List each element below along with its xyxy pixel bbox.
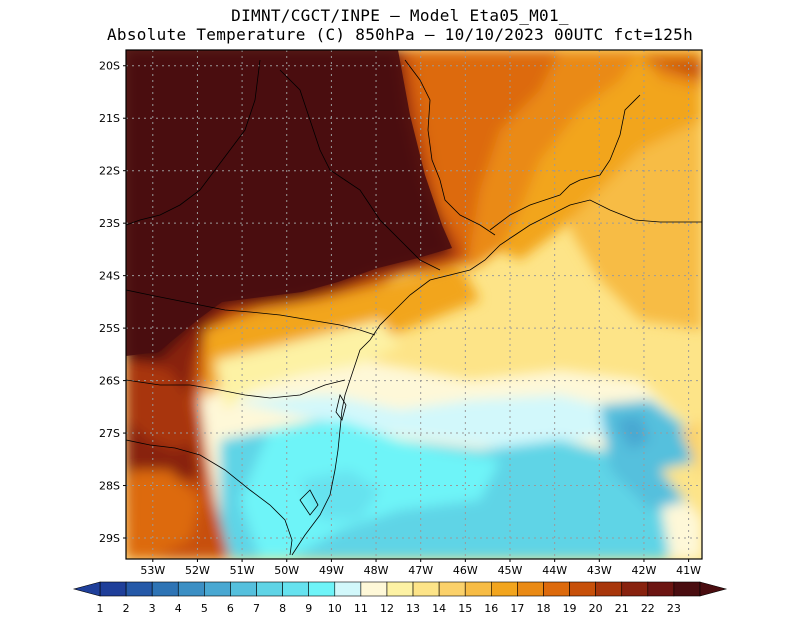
lon-tick-label: 49W [319, 564, 344, 577]
map-title-line1: DIMNT/CGCT/INPE — Model Eta05_M01_ [231, 6, 569, 25]
colorbar-label: 11 [354, 602, 368, 615]
colorbar-swatch [334, 581, 362, 597]
lat-tick-label: 25S [99, 322, 120, 335]
colorbar-swatch [177, 581, 205, 597]
lon-tick-label: 44W [542, 564, 567, 577]
colorbar-swatch [517, 581, 544, 597]
coastline-and-borders [125, 59, 702, 556]
colorbar-label: 1 [97, 602, 104, 615]
colorbar-swatch [360, 581, 388, 597]
colorbar-label: 8 [279, 602, 286, 615]
colorbar-label: 12 [380, 602, 394, 615]
colorbar-high-arrow [699, 581, 728, 597]
colorbar-label: 15 [458, 602, 472, 615]
colorbar-swatch [230, 581, 257, 597]
map-title-line2: Absolute Temperature (C) 850hPa — 10/10/… [106, 25, 694, 44]
colorbar-swatch [464, 581, 492, 597]
colorbar-swatch [386, 581, 414, 597]
lat-tick-label: 24S [99, 270, 120, 283]
lon-tick-label: 48W [364, 564, 389, 577]
colorbar-swatch [595, 581, 623, 597]
lon-tick-label: 45W [498, 564, 523, 577]
lon-tick-label: 41W [676, 564, 701, 577]
colorbar-label: 16 [484, 602, 498, 615]
colorbar-swatch [438, 581, 466, 597]
colorbar-label: 5 [201, 602, 208, 615]
colorbar: 1 2 3 4 5 6 7 8 9 10 11 12 13 14 15 16 17 18 19 20 21 22 23 [72, 581, 728, 615]
colorbar-label: 10 [328, 602, 342, 615]
colorbar-low-arrow [72, 581, 101, 597]
lat-tick-label: 21S [99, 112, 120, 125]
colorbar-label: 2 [123, 602, 130, 615]
graticule [126, 50, 702, 559]
plot-frame [125, 49, 703, 560]
colorbar-swatch [621, 581, 649, 597]
colorbar-swatch [204, 581, 231, 597]
colorbar-label: 22 [641, 602, 655, 615]
colorbar-swatch [308, 581, 336, 597]
lat-tick-label: 26S [99, 375, 120, 388]
colorbar-label: 7 [253, 602, 260, 615]
colorbar-label: 9 [305, 602, 312, 615]
colorbar-swatch [569, 581, 596, 597]
longitude-labels: 53W 52W 51W 50W 49W 48W 47W 46W 45W 44W 43W 42W 41W [140, 559, 701, 577]
colorbar-label: 3 [149, 602, 156, 615]
colorbar-swatch [491, 581, 518, 597]
colorbar-swatch [282, 581, 309, 597]
lon-tick-label: 43W [587, 564, 612, 577]
colorbar-label: 13 [406, 602, 420, 615]
lon-tick-label: 52W [185, 564, 210, 577]
colorbar-label: 20 [589, 602, 603, 615]
lon-tick-label: 53W [140, 564, 165, 577]
temperature-field [126, 50, 702, 559]
colorbar-label: 17 [510, 602, 524, 615]
latitude-labels: 20S 21S 22S 23S 24S 25S 26S 27S 28S 29S [99, 60, 126, 545]
colorbar-swatch [99, 581, 127, 597]
colorbar-label: 6 [227, 602, 234, 615]
lon-tick-label: 50W [274, 564, 299, 577]
colorbar-swatch [647, 581, 675, 597]
colorbar-swatch [151, 581, 179, 597]
lat-tick-label: 28S [99, 480, 120, 493]
colorbar-label: 23 [667, 602, 681, 615]
lat-tick-label: 22S [99, 165, 120, 178]
lon-tick-label: 46W [453, 564, 478, 577]
lon-tick-label: 51W [230, 564, 255, 577]
lon-tick-label: 42W [632, 564, 657, 577]
colorbar-swatch [412, 581, 440, 597]
lat-tick-label: 20S [99, 60, 120, 73]
colorbar-label: 21 [615, 602, 629, 615]
colorbar-label: 4 [175, 602, 182, 615]
lon-tick-label: 47W [408, 564, 433, 577]
colorbar-label: 18 [536, 602, 550, 615]
colorbar-swatch [256, 581, 283, 597]
lat-tick-label: 29S [99, 532, 120, 545]
lat-tick-label: 23S [99, 217, 120, 230]
lat-tick-label: 27S [99, 427, 120, 440]
colorbar-swatch [673, 581, 701, 597]
colorbar-swatch [125, 581, 153, 597]
colorbar-label: 19 [563, 602, 577, 615]
colorbar-label: 14 [432, 602, 446, 615]
colorbar-swatch [543, 581, 570, 597]
